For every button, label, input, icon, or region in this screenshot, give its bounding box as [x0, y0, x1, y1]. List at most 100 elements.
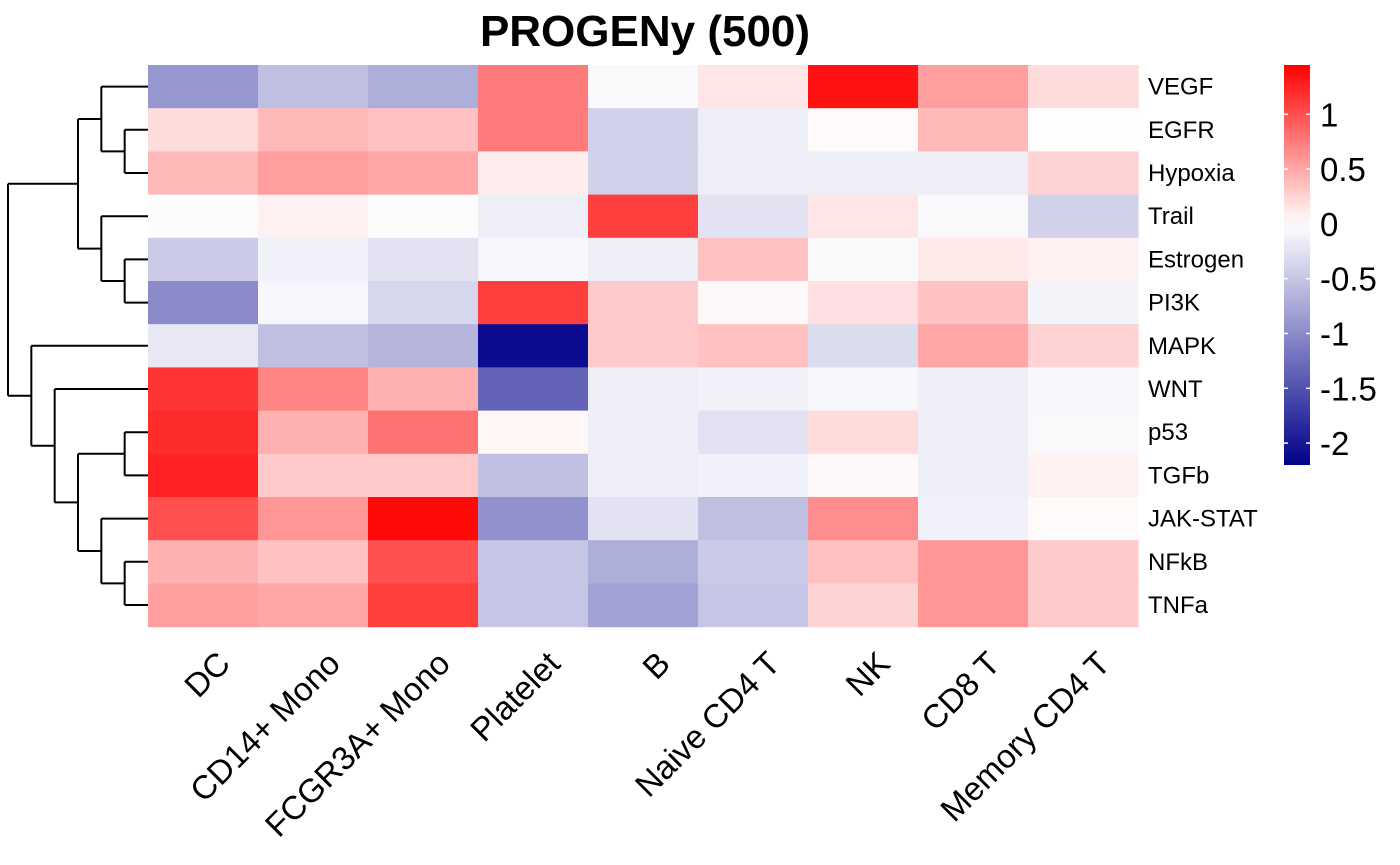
heatmap-cell — [148, 497, 259, 541]
heatmap-cell — [368, 194, 479, 239]
heatmap-cell — [808, 497, 919, 541]
legend-label: 0.5 — [1320, 151, 1366, 188]
chart-title: PROGENy (500) — [480, 7, 810, 56]
heatmap-cell — [478, 583, 589, 628]
heatmap-cell — [918, 497, 1029, 541]
heatmap-cell — [588, 540, 699, 584]
column-label: FCGR3A+ Mono — [258, 644, 457, 843]
heatmap-cell — [148, 194, 259, 239]
heatmap-cell — [368, 540, 479, 584]
heatmap-cell — [808, 583, 919, 628]
column-label: NK — [838, 644, 897, 703]
heatmap-cell — [148, 324, 259, 368]
heatmap-cell — [258, 65, 369, 109]
heatmap-cell — [588, 65, 699, 109]
heatmap-cell — [258, 194, 369, 239]
heatmap-cell — [918, 281, 1029, 325]
heatmap-cell — [368, 410, 479, 455]
heatmap-cell — [478, 237, 589, 282]
heatmap-cell — [148, 367, 259, 412]
legend-label: -2 — [1320, 425, 1349, 462]
heatmap-cell — [808, 151, 919, 196]
heatmap-cell — [808, 453, 919, 498]
heatmap-cell — [588, 281, 699, 325]
heatmap-cell — [478, 497, 589, 541]
legend-label: 0 — [1320, 206, 1338, 243]
heatmap-cell — [918, 237, 1029, 282]
heatmap-cell — [808, 367, 919, 412]
row-label: Hypoxia — [1148, 160, 1235, 187]
row-label: PI3K — [1148, 290, 1200, 317]
color-legend: 1 0.5 0 -0.5 -1 -1.5 -2 — [1284, 65, 1377, 465]
heatmap-cell — [478, 453, 589, 498]
row-label: MAPK — [1148, 333, 1216, 360]
heatmap-cell — [148, 237, 259, 282]
heatmap-cell — [368, 281, 479, 325]
heatmap-cell — [808, 410, 919, 455]
heatmap-cell — [258, 367, 369, 412]
heatmap-cell — [368, 497, 479, 541]
heatmap-cell — [918, 65, 1029, 109]
heatmap-cell — [588, 194, 699, 239]
heatmap-cell — [698, 324, 809, 368]
column-label: CD8 T — [914, 644, 1007, 737]
heatmap-cell — [368, 367, 479, 412]
heatmap-cell — [368, 108, 479, 152]
row-label: Estrogen — [1148, 246, 1244, 273]
heatmap-cell — [1028, 281, 1139, 325]
heatmap-cell — [588, 237, 699, 282]
heatmap-cell — [148, 410, 259, 455]
heatmap-cell — [918, 410, 1029, 455]
heatmap-cell — [1028, 237, 1139, 282]
heatmap-cell — [1028, 324, 1139, 368]
heatmap-cell — [258, 453, 369, 498]
heatmap-cell — [258, 540, 369, 584]
row-label: JAK-STAT — [1148, 506, 1258, 533]
heatmap-cell — [918, 151, 1029, 196]
legend-label: -1 — [1320, 315, 1349, 352]
heatmap-cell — [918, 194, 1029, 239]
heatmap-cell — [808, 237, 919, 282]
heatmap-cell — [698, 540, 809, 584]
heatmap-cell — [918, 324, 1029, 368]
heatmap-cell — [1028, 65, 1139, 109]
heatmap-cell — [1028, 453, 1139, 498]
heatmap-cell — [808, 540, 919, 584]
row-label: TNFa — [1148, 592, 1209, 619]
heatmap-cell — [808, 281, 919, 325]
heatmap-cell — [1028, 194, 1139, 239]
column-label: Platelet — [463, 644, 567, 748]
heatmap-cell — [478, 65, 589, 109]
heatmap-cell — [478, 324, 589, 368]
heatmap-cell — [478, 410, 589, 455]
heatmap-cell — [258, 151, 369, 196]
heatmap-cell — [588, 410, 699, 455]
row-label: p53 — [1148, 419, 1188, 446]
legend-label: -0.5 — [1320, 261, 1377, 298]
legend-label: -1.5 — [1320, 370, 1377, 407]
heatmap-cell — [698, 65, 809, 109]
heatmap-cell — [918, 583, 1029, 628]
heatmap-cell — [258, 108, 369, 152]
row-label: WNT — [1148, 376, 1203, 403]
row-label: EGFR — [1148, 117, 1215, 144]
heatmap-cell — [588, 453, 699, 498]
heatmap-cell — [698, 108, 809, 152]
heatmap-cell — [1028, 583, 1139, 628]
heatmap-cell — [148, 453, 259, 498]
heatmap-cell — [588, 583, 699, 628]
legend-label: 1 — [1320, 96, 1338, 133]
heatmap-cell — [478, 540, 589, 584]
heatmap-cell — [1028, 497, 1139, 541]
heatmap-cell — [258, 324, 369, 368]
heatmap-cell — [918, 108, 1029, 152]
heatmap-cell — [698, 237, 809, 282]
heatmap-cell — [368, 453, 479, 498]
heatmap-cell — [148, 281, 259, 325]
heatmap-cell — [1028, 367, 1139, 412]
heatmap-cell — [478, 151, 589, 196]
heatmap-cell — [478, 367, 589, 412]
heatmap-cell — [258, 237, 369, 282]
heatmap-cell — [918, 367, 1029, 412]
